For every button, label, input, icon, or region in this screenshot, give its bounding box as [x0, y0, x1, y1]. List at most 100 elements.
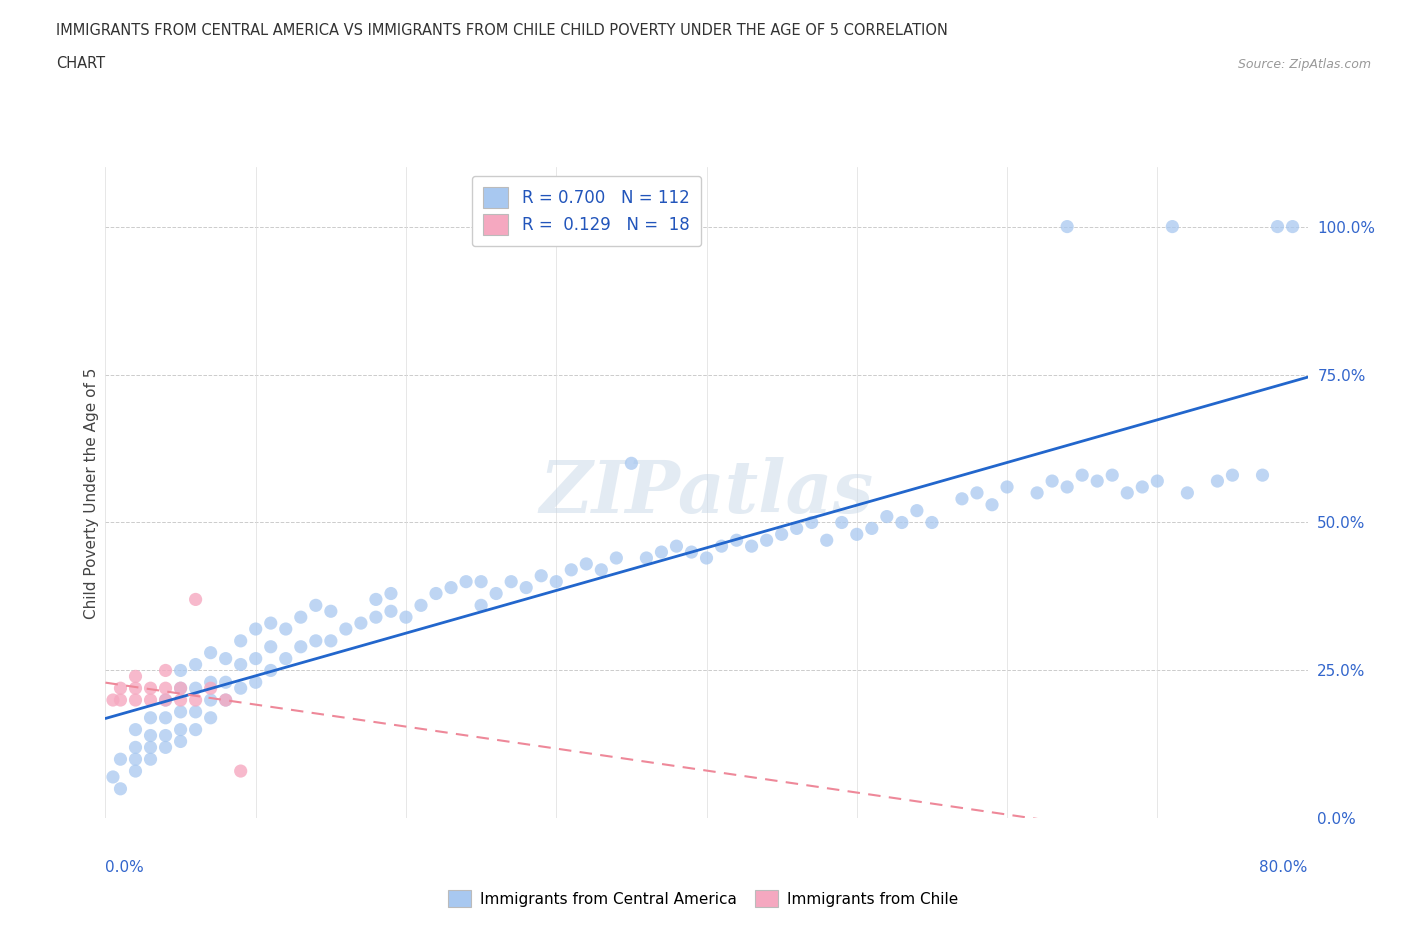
Point — [139, 681, 162, 696]
Point — [831, 515, 853, 530]
Point — [380, 604, 402, 618]
Point — [139, 693, 162, 708]
Point — [184, 693, 207, 708]
Point — [380, 586, 402, 601]
Point — [184, 592, 207, 607]
Point — [319, 604, 342, 618]
Point — [485, 586, 508, 601]
Point — [184, 658, 207, 672]
Point — [470, 574, 492, 589]
Point — [1130, 480, 1153, 495]
Point — [1175, 485, 1198, 500]
Point — [214, 693, 236, 708]
Point — [560, 563, 582, 578]
Point — [124, 764, 146, 778]
Point — [155, 693, 177, 708]
Point — [245, 675, 267, 690]
Point — [845, 527, 868, 542]
Point — [184, 723, 207, 737]
Point — [124, 723, 146, 737]
Point — [1222, 468, 1244, 483]
Point — [229, 681, 252, 696]
Point — [200, 693, 222, 708]
Point — [1056, 480, 1078, 495]
Point — [260, 616, 283, 631]
Point — [155, 740, 177, 755]
Point — [636, 551, 658, 565]
Point — [124, 693, 146, 708]
Point — [515, 580, 537, 595]
Point — [184, 681, 207, 696]
Point — [124, 681, 146, 696]
Point — [319, 633, 342, 648]
Point — [155, 728, 177, 743]
Point — [155, 663, 177, 678]
Point — [139, 740, 162, 755]
Point — [546, 574, 568, 589]
Point — [1206, 473, 1229, 488]
Point — [229, 764, 252, 778]
Point — [110, 781, 132, 796]
Point — [681, 545, 703, 560]
Point — [575, 556, 598, 571]
Point — [200, 681, 222, 696]
Point — [605, 551, 627, 565]
Point — [110, 681, 132, 696]
Point — [214, 675, 236, 690]
Point — [860, 521, 883, 536]
Legend: Immigrants from Central America, Immigrants from Chile: Immigrants from Central America, Immigra… — [441, 884, 965, 913]
Point — [1071, 468, 1094, 483]
Point — [696, 551, 718, 565]
Point — [200, 675, 222, 690]
Point — [169, 681, 191, 696]
Point — [876, 509, 898, 524]
Point — [725, 533, 748, 548]
Text: ZIPatlas: ZIPatlas — [540, 458, 873, 528]
Point — [470, 598, 492, 613]
Point — [139, 711, 162, 725]
Point — [124, 751, 146, 766]
Point — [184, 704, 207, 719]
Point — [786, 521, 808, 536]
Point — [101, 693, 124, 708]
Point — [335, 621, 357, 636]
Point — [409, 598, 432, 613]
Point — [169, 734, 191, 749]
Point — [155, 693, 177, 708]
Text: 80.0%: 80.0% — [1260, 860, 1308, 875]
Point — [274, 621, 297, 636]
Text: Source: ZipAtlas.com: Source: ZipAtlas.com — [1237, 58, 1371, 71]
Point — [800, 515, 823, 530]
Point — [139, 728, 162, 743]
Point — [650, 545, 672, 560]
Point — [815, 533, 838, 548]
Point — [364, 610, 387, 625]
Point — [1040, 473, 1063, 488]
Point — [950, 491, 973, 506]
Point — [274, 651, 297, 666]
Point — [260, 639, 283, 654]
Point — [169, 693, 191, 708]
Point — [110, 751, 132, 766]
Point — [425, 586, 447, 601]
Point — [530, 568, 553, 583]
Point — [200, 645, 222, 660]
Point — [501, 574, 523, 589]
Point — [305, 633, 328, 648]
Point — [214, 651, 236, 666]
Point — [591, 563, 613, 578]
Point — [229, 633, 252, 648]
Point — [620, 456, 643, 471]
Point — [200, 711, 222, 725]
Point — [124, 669, 146, 684]
Point — [169, 663, 191, 678]
Point — [1085, 473, 1108, 488]
Point — [169, 723, 191, 737]
Point — [364, 592, 387, 607]
Point — [1101, 468, 1123, 483]
Text: CHART: CHART — [56, 56, 105, 71]
Point — [921, 515, 943, 530]
Text: IMMIGRANTS FROM CENTRAL AMERICA VS IMMIGRANTS FROM CHILE CHILD POVERTY UNDER THE: IMMIGRANTS FROM CENTRAL AMERICA VS IMMIG… — [56, 23, 948, 38]
Point — [155, 711, 177, 725]
Point — [1056, 219, 1078, 234]
